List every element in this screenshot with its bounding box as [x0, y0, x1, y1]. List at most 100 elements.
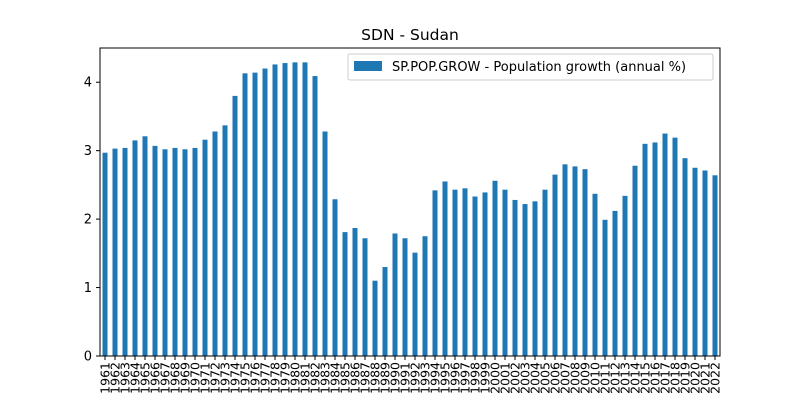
x-tick-label: 1968: [168, 362, 183, 394]
x-tick-label: 1970: [188, 362, 203, 394]
bar-1998: [472, 196, 478, 356]
bar-1995: [442, 181, 448, 356]
bar-1980: [292, 62, 298, 357]
x-tick-label: 2014: [628, 362, 643, 394]
x-tick-label: 1979: [278, 362, 293, 394]
bar-1982: [312, 76, 318, 356]
bar-1992: [412, 252, 418, 356]
bar-1974: [232, 95, 238, 357]
x-tick-label: 1980: [288, 362, 303, 394]
bar-2002: [512, 199, 518, 356]
bar-2010: [592, 193, 598, 356]
bar-2021: [702, 170, 708, 356]
bar-1966: [152, 145, 158, 356]
bar-1996: [452, 189, 458, 356]
x-tick-label: 1974: [228, 362, 243, 394]
x-tick-label: 1973: [218, 362, 233, 394]
x-tick-label: 1965: [138, 362, 153, 394]
bar-1991: [402, 238, 408, 356]
x-tick-label: 2020: [688, 362, 703, 394]
x-tick-label: 1996: [448, 362, 463, 394]
bar-1961: [102, 152, 108, 356]
bar-2020: [692, 167, 698, 356]
x-tick-label: 2011: [598, 362, 613, 394]
bar-2003: [522, 204, 528, 356]
bar-2022: [712, 175, 718, 356]
x-tick-label: 1984: [328, 362, 343, 394]
x-tick-label: 1992: [408, 362, 423, 394]
bar-2006: [552, 174, 558, 356]
bar-2005: [542, 189, 548, 356]
x-tick-label: 1981: [298, 362, 313, 394]
x-tick-label: 1999: [478, 362, 493, 394]
bars-group: [102, 62, 718, 357]
x-tick-label: 1971: [198, 362, 213, 394]
x-tick-label: 2021: [698, 362, 713, 394]
x-tick-label: 1994: [428, 362, 443, 394]
x-tick-label: 2005: [538, 362, 553, 394]
y-tick-label: 4: [84, 76, 92, 91]
bar-2000: [492, 180, 498, 356]
x-tick-label: 1972: [208, 362, 223, 394]
bar-1999: [482, 192, 488, 356]
x-tick-label: 1983: [318, 362, 333, 394]
x-tick-label: 1982: [308, 362, 323, 394]
x-tick-label: 2013: [618, 362, 633, 394]
x-tick-label: 1978: [268, 362, 283, 394]
bar-1986: [352, 228, 358, 356]
x-tick-label: 1993: [418, 362, 433, 394]
x-tick-label: 2002: [508, 362, 523, 394]
x-tick-label: 1998: [468, 362, 483, 394]
x-tick-label: 2016: [648, 362, 663, 394]
y-tick-label: 2: [84, 213, 92, 228]
bar-1973: [222, 125, 228, 356]
bar-2018: [672, 137, 678, 356]
x-tick-label: 1967: [158, 362, 173, 394]
x-tick-label: 2004: [528, 362, 543, 394]
x-tick-label: 1969: [178, 362, 193, 394]
bar-1994: [432, 190, 438, 356]
bar-1977: [262, 68, 268, 357]
x-axis: 1961196219631964196519661967196819691970…: [98, 356, 723, 394]
bar-1985: [342, 232, 348, 356]
bar-1971: [202, 139, 208, 356]
bar-2015: [642, 143, 648, 356]
x-tick-label: 2017: [658, 362, 673, 394]
bar-2019: [682, 158, 688, 356]
bar-1975: [242, 73, 248, 356]
y-axis: 0 1 2 3 4: [84, 76, 100, 365]
x-tick-label: 2018: [668, 362, 683, 394]
legend-label: SP.POP.GROW - Population growth (annual …: [392, 60, 686, 75]
legend-swatch: [354, 61, 382, 71]
bar-1979: [282, 63, 288, 357]
x-tick-label: 1990: [388, 362, 403, 394]
x-tick-label: 1976: [248, 362, 263, 394]
bar-2011: [602, 219, 608, 356]
x-tick-label: 1995: [438, 362, 453, 394]
x-tick-label: 2006: [548, 362, 563, 394]
x-tick-label: 1987: [358, 362, 373, 394]
bar-1967: [162, 149, 168, 356]
y-tick-label: 3: [84, 144, 92, 159]
x-tick-label: 1963: [118, 362, 133, 394]
x-tick-label: 1962: [108, 362, 123, 394]
legend-box: [347, 53, 714, 81]
x-tick-label: 2022: [708, 362, 723, 394]
bar-1981: [302, 62, 308, 357]
plot-frame: [99, 47, 721, 357]
x-tick-label: 1986: [348, 362, 363, 394]
bar-1993: [422, 236, 428, 356]
x-tick-label: 1997: [458, 362, 473, 394]
bar-1983: [322, 131, 328, 356]
axes-spines: [99, 47, 721, 357]
y-tick-label: 1: [84, 281, 92, 296]
bar-1968: [172, 147, 178, 356]
bar-1970: [192, 147, 198, 356]
bar-1984: [332, 199, 338, 356]
x-tick-label: 1964: [128, 362, 143, 394]
x-tick-label: 1977: [258, 362, 273, 394]
x-tick-label: 1988: [368, 362, 383, 394]
bar-2008: [572, 166, 578, 356]
bar-2001: [502, 189, 508, 356]
